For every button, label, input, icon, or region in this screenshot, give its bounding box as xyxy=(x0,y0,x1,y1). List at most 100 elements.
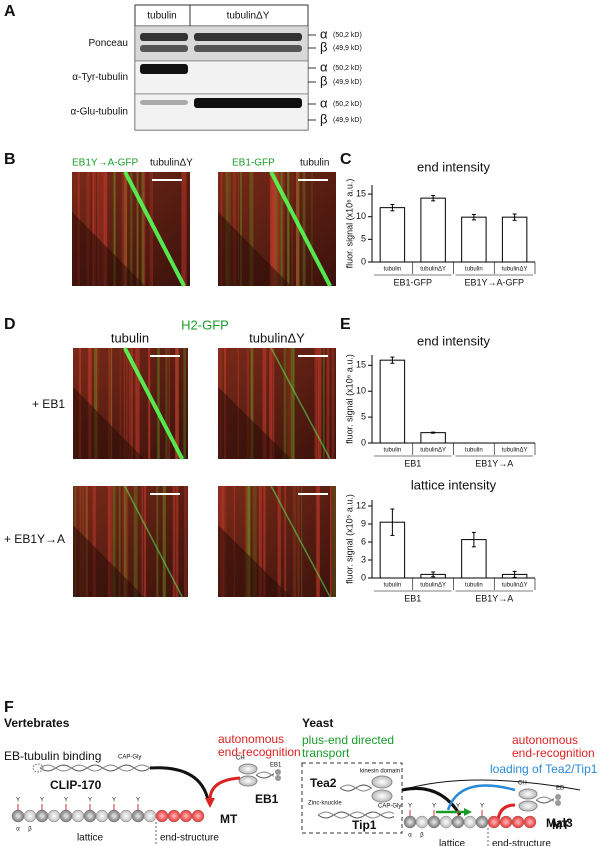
kymo-stripe xyxy=(269,348,273,459)
label: tubulin xyxy=(147,11,176,22)
label: α xyxy=(408,833,412,839)
label: 15 xyxy=(356,188,366,198)
label: kinesin domain xyxy=(360,769,400,775)
kymo-stripe xyxy=(326,348,330,459)
tubulin-subunit xyxy=(119,809,133,823)
kymo-stripe xyxy=(272,172,276,286)
kymo-stripe xyxy=(292,348,295,459)
label: α xyxy=(320,59,328,74)
label: tubulinΔY xyxy=(420,448,446,454)
label: α xyxy=(320,95,328,110)
kymo-stripe xyxy=(287,172,290,286)
label: D xyxy=(4,316,16,333)
kymo-stripe xyxy=(96,348,99,459)
label: EB-tubulin binding xyxy=(4,749,101,763)
kymo-tip xyxy=(270,485,331,598)
label: α-Tyr-tubulin xyxy=(72,72,128,83)
kymo-stripe xyxy=(175,486,179,597)
kymo-stripe xyxy=(141,486,143,597)
kymo-stripe xyxy=(172,486,175,597)
label: Vertebrates xyxy=(4,716,70,730)
label: end-structure xyxy=(160,833,219,844)
label: tubulin xyxy=(384,583,402,589)
tubulin-subunit xyxy=(451,815,465,829)
kymo-stripe xyxy=(151,172,153,286)
kymo-stripe xyxy=(281,172,285,286)
kymo-stripe xyxy=(107,486,110,597)
kymo-stripe xyxy=(249,172,254,286)
kymo-stripe xyxy=(148,348,151,459)
bar xyxy=(420,432,446,444)
label: transport xyxy=(302,746,350,760)
kymo-stripe xyxy=(133,486,138,597)
label: E xyxy=(340,316,351,333)
tubulin-subunit xyxy=(59,809,73,823)
label: β xyxy=(320,39,327,54)
kymo-dark xyxy=(72,211,146,286)
label: tubulinΔY xyxy=(502,583,528,589)
label: B xyxy=(4,151,16,168)
label: 3 xyxy=(361,554,366,564)
kymo-stripe xyxy=(272,348,275,459)
kymo-stripe xyxy=(113,172,116,286)
label: Y xyxy=(480,804,484,810)
tubulin-subunit xyxy=(511,815,525,829)
tubulin-subunit xyxy=(35,809,49,823)
label: + EB1Y→A xyxy=(4,532,65,546)
label: MT xyxy=(552,818,570,832)
blot-band xyxy=(140,100,188,105)
kymo-stripe xyxy=(318,348,322,459)
label: Mal3 xyxy=(546,816,573,830)
kymo-stripe xyxy=(274,172,277,286)
label: autonomous xyxy=(218,732,284,746)
coiled-coil xyxy=(339,784,373,792)
label: tubulin xyxy=(384,267,402,273)
ch-domain xyxy=(518,788,538,800)
tubulin-subunit xyxy=(463,815,477,829)
label: + EB1 xyxy=(32,397,65,411)
tubulin-subunit xyxy=(11,809,25,823)
kymo-stripe xyxy=(291,172,293,286)
kymo-stripe xyxy=(289,348,293,459)
label: CH xyxy=(236,756,245,762)
eb-domain xyxy=(555,800,561,806)
kymo-stripe xyxy=(322,348,325,459)
kymo-stripe xyxy=(330,486,332,597)
kymo-dark xyxy=(218,524,292,597)
label: Y xyxy=(112,798,116,804)
label: H2-GFP xyxy=(181,317,229,332)
tubulin-subunit xyxy=(191,809,205,823)
coiled-coil xyxy=(535,796,555,802)
blot-band xyxy=(194,98,302,108)
label: 0 xyxy=(361,572,366,582)
label: loading of Tea2/Tip1 xyxy=(490,762,598,776)
label: β xyxy=(320,73,327,88)
kymo-stripe xyxy=(100,172,104,286)
kymo-stripe xyxy=(181,172,185,286)
tubulin-subunit xyxy=(415,815,429,829)
kymo-stripe xyxy=(331,348,335,459)
tubulin-subunit xyxy=(523,815,537,829)
y-axis-label: fluor. signal (x10⁵ a.u.) xyxy=(344,494,354,584)
label: EB1 xyxy=(255,792,279,806)
kymo-stripe xyxy=(123,486,127,597)
tubulin-subunit xyxy=(179,809,193,823)
bar xyxy=(461,216,487,263)
coiled-coil xyxy=(39,764,151,772)
label: 6 xyxy=(361,536,366,546)
y-axis-label: fluor. signal (x10⁶ a.u.) xyxy=(344,179,354,269)
tubulin-subunit xyxy=(499,815,513,829)
kymo-stripe xyxy=(291,348,293,459)
kymo-stripe xyxy=(156,486,159,597)
label: tubulin xyxy=(465,267,483,273)
cap-gly xyxy=(32,763,44,773)
kymo-stripe xyxy=(103,172,108,286)
kymo-stripe xyxy=(134,348,137,459)
kymo-stripe xyxy=(92,172,97,286)
tubulin-subunit xyxy=(439,815,453,829)
kymo-stripe xyxy=(118,486,121,597)
kymo-stripe xyxy=(97,172,100,286)
kymo-stripe xyxy=(111,348,113,459)
kymo-tip xyxy=(270,347,331,460)
label: end-recognition xyxy=(512,746,595,760)
